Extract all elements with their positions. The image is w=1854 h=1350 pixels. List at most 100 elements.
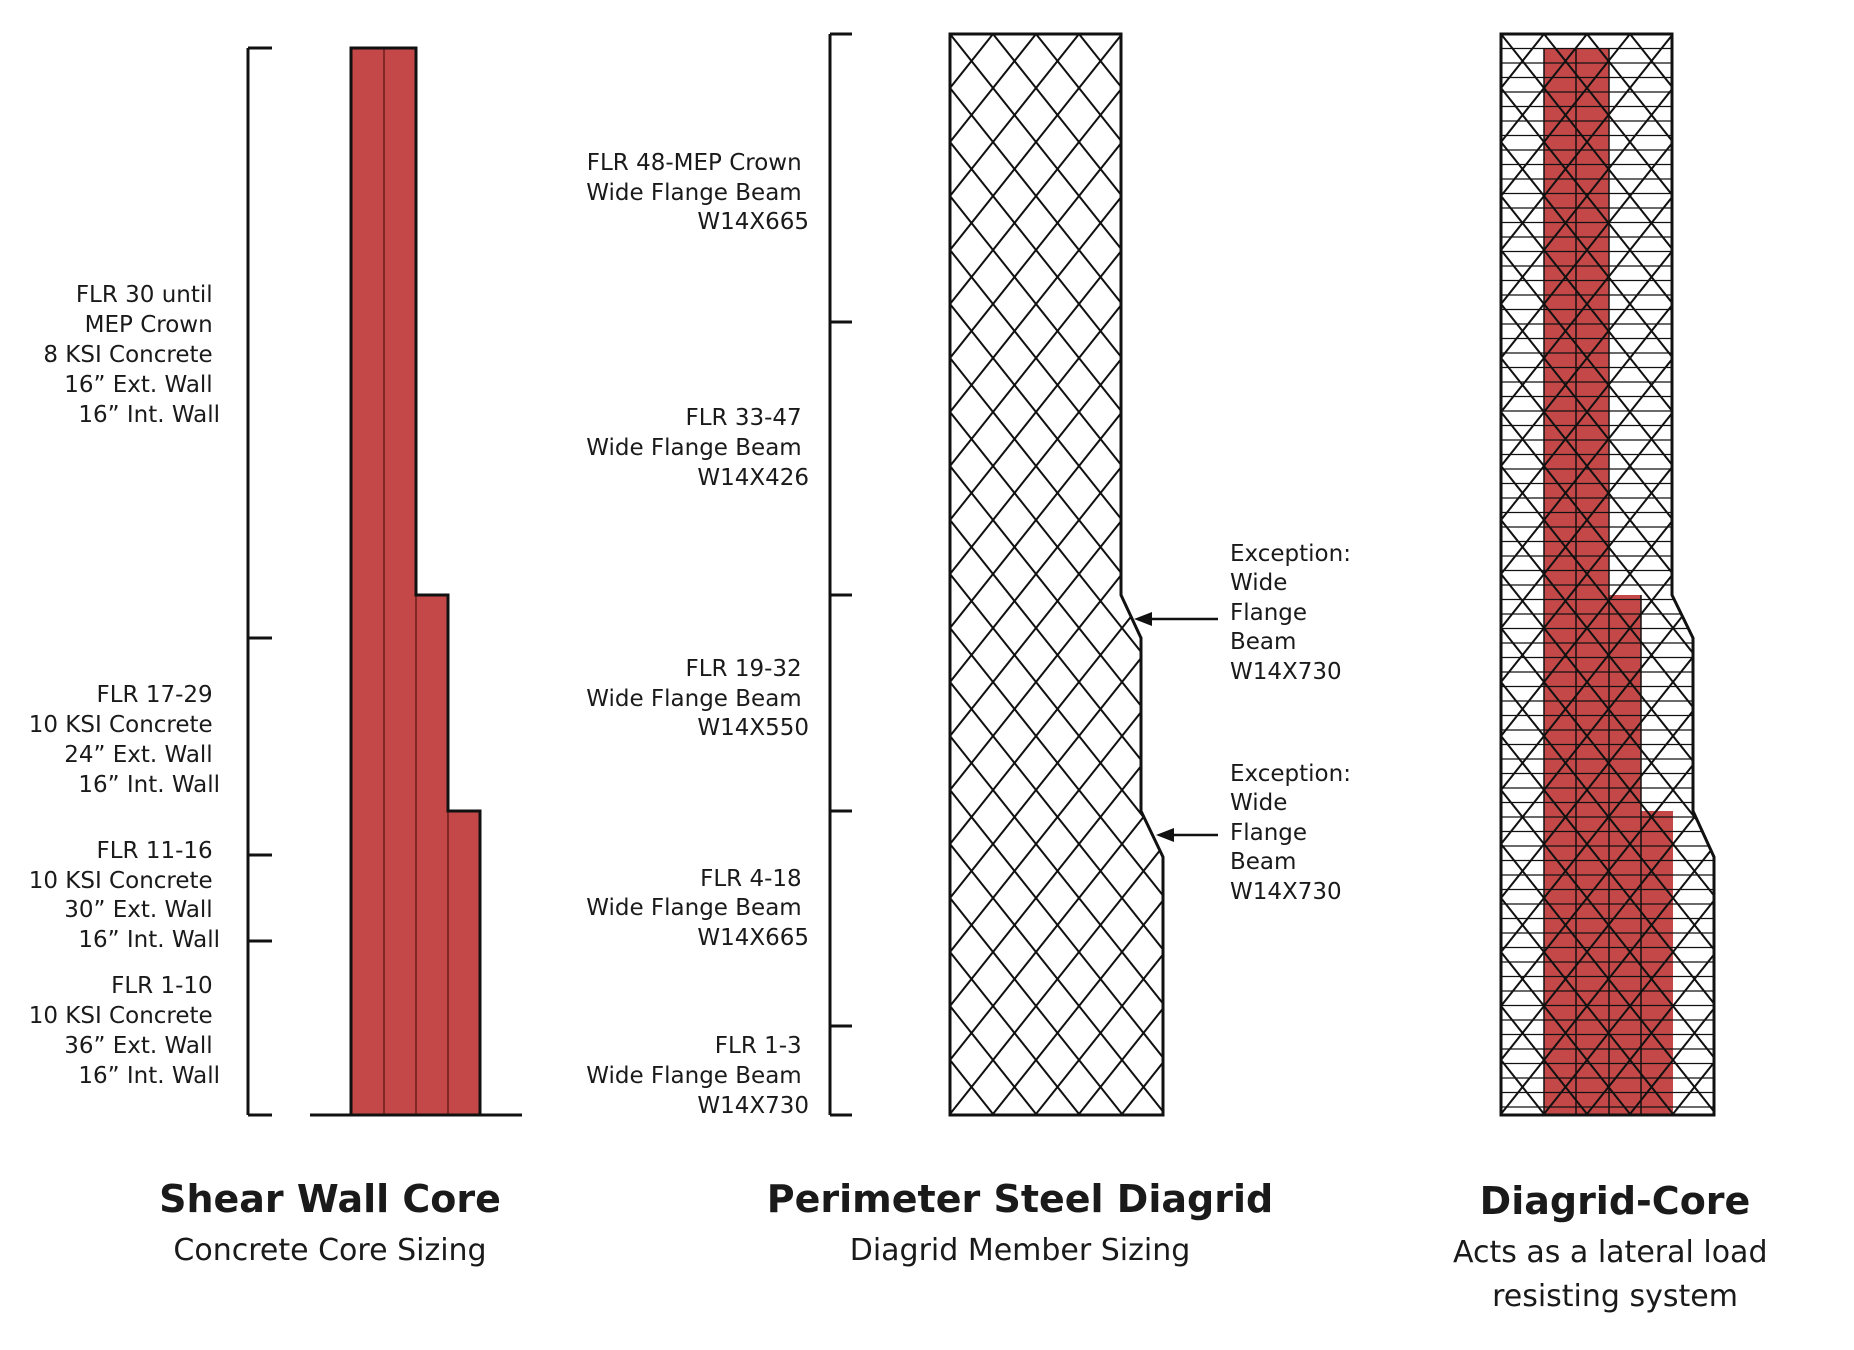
diagrid-member bbox=[1501, 34, 1714, 1115]
diagrid-member bbox=[1810, 34, 1854, 1115]
diagrid-core-body bbox=[0, 34, 1854, 1115]
diagrid-core-walls bbox=[1543, 48, 1642, 1115]
diagrid-member bbox=[0, 34, 39, 1115]
diagrid-member bbox=[1207, 34, 1854, 1115]
diagrid-core-panel: Diagrid-Core Acts as a lateral load resi… bbox=[0, 32, 1854, 1314]
diagrid-member bbox=[0, 34, 4, 1115]
diagrid-member bbox=[1501, 34, 1714, 1115]
diagrid-member bbox=[1672, 34, 1714, 1115]
diagrid-member bbox=[1501, 34, 1714, 1115]
diagrid-member bbox=[1680, 34, 1854, 1115]
diagrid-member bbox=[1501, 34, 1714, 1115]
diagrid-member bbox=[1758, 34, 1854, 1115]
diagrid-member bbox=[950, 34, 1163, 1115]
diagrid-member bbox=[1809, 34, 1854, 1115]
diagrid-core-outline bbox=[1499, 32, 1716, 1117]
diagrid-outline bbox=[948, 32, 1165, 1117]
diagrid-member bbox=[1501, 34, 1714, 1115]
diagrid-member bbox=[1501, 34, 1545, 1115]
diagrid-member bbox=[950, 34, 1163, 1115]
diagrid-member bbox=[1501, 34, 1714, 1115]
diagrid-member bbox=[1723, 34, 1854, 1115]
diagrid-member bbox=[1715, 34, 1854, 1115]
diagrid-member bbox=[1501, 34, 1675, 1115]
diagrid-member bbox=[1501, 34, 1714, 1115]
exception-arrow-lower bbox=[1156, 828, 1218, 842]
diagrid-member bbox=[1501, 34, 1714, 1115]
diagrid-member bbox=[426, 34, 1287, 1115]
diagrid-member bbox=[950, 34, 1163, 1115]
diagrid-member bbox=[1035, 34, 1163, 1115]
exception-label-lower: Exception: Wide Flange Beam W14X730 bbox=[1230, 761, 1358, 905]
diagrid-label-flr33: FLR 33-47 Wide Flange Beam W14X426 bbox=[586, 405, 809, 491]
diagrid-member bbox=[1501, 34, 1588, 1115]
diagrid-member bbox=[1501, 34, 1714, 1115]
perimeter-diagrid-panel: FLR 48-MEP Crown Wide Flange Beam W14X66… bbox=[0, 32, 1854, 1268]
diagrid-member bbox=[1501, 34, 1714, 1115]
diagrid-member bbox=[0, 34, 82, 1115]
diagrid-member bbox=[0, 34, 90, 1115]
diagrid-member bbox=[1844, 34, 1854, 1115]
diagrid-title: Perimeter Steel Diagrid bbox=[767, 1177, 1273, 1221]
diagrid-member bbox=[0, 34, 5, 1115]
diagrid-member bbox=[0, 34, 47, 1115]
diagrid-member bbox=[1078, 34, 1163, 1115]
diagrid-member bbox=[1681, 34, 1854, 1115]
diagrid-member bbox=[382, 34, 1243, 1115]
diagrid-member bbox=[383, 34, 1244, 1115]
diagrid-member bbox=[1542, 34, 1714, 1115]
diagrid-label-flr1: FLR 1-3 Wide Flange Beam W14X730 bbox=[586, 1033, 809, 1119]
diagrid-member bbox=[1501, 34, 1674, 1115]
exception-arrow-upper bbox=[1134, 612, 1218, 626]
diagrid-member bbox=[1501, 34, 1714, 1115]
diagrid-member bbox=[950, 34, 1124, 1115]
diagrid-core-subtitle: Acts as a lateral load resisting system bbox=[1453, 1235, 1777, 1314]
diagrid-member bbox=[950, 34, 1163, 1115]
diagrid-member bbox=[950, 34, 1163, 1115]
diagrid-member bbox=[1501, 34, 1714, 1115]
diagrid-member bbox=[950, 34, 1163, 1115]
diagrid-member bbox=[1724, 34, 1854, 1115]
diagrid-label-flr19: FLR 19-32 Wide Flange Beam W14X550 bbox=[586, 656, 809, 741]
diagrid-member bbox=[1671, 34, 1714, 1115]
diagrid-member bbox=[1208, 34, 1854, 1115]
diagrid-member bbox=[0, 34, 91, 1115]
shear-wall-core-panel: FLR 30 until MEP Crown 8 KSI Concrete 16… bbox=[29, 46, 522, 1268]
diagrid-member bbox=[1501, 34, 1714, 1115]
diagrid-member bbox=[1501, 34, 1714, 1115]
diagrid-label-flr4: FLR 4-18 Wide Flange Beam W14X665 bbox=[586, 866, 809, 951]
shear-wall-bracket bbox=[246, 46, 272, 1117]
diagrid-member bbox=[950, 34, 1163, 1115]
diagrid-member bbox=[1501, 34, 1714, 1115]
diagrid-member bbox=[1767, 34, 1854, 1115]
diagrid-member bbox=[1501, 34, 1714, 1115]
diagrid-member bbox=[125, 34, 986, 1115]
diagrid-bracket bbox=[828, 32, 852, 1117]
diagrid-core-title: Diagrid-Core bbox=[1480, 1179, 1751, 1223]
diagrid-member bbox=[1501, 34, 1714, 1115]
diagrid-member bbox=[1766, 34, 1854, 1115]
diagrid-member bbox=[1802, 34, 1854, 1115]
diagrid-member bbox=[1845, 34, 1854, 1115]
diagrid-member bbox=[950, 34, 1163, 1115]
shear-wall-core-outline bbox=[349, 46, 482, 1115]
diagrid-member bbox=[425, 34, 1286, 1115]
shear-wall-label-flr1: FLR 1-10 10 KSI Concrete 36” Ext. Wall 1… bbox=[29, 973, 220, 1089]
diagrid-member bbox=[950, 34, 1163, 1115]
diagrid-member bbox=[1034, 34, 1163, 1115]
diagrid-member bbox=[1501, 34, 1714, 1115]
shear-wall-label-flr17: FLR 17-29 10 KSI Concrete 24” Ext. Wall … bbox=[29, 682, 220, 798]
diagrid-member bbox=[950, 34, 1163, 1115]
diagrid-member bbox=[1501, 34, 1546, 1115]
diagrid-member bbox=[950, 34, 1163, 1115]
diagrid-member bbox=[1801, 34, 1854, 1115]
exception-label-upper: Exception: Wide Flange Beam W14X730 bbox=[1230, 541, 1358, 685]
diagrid-member bbox=[1501, 34, 1714, 1115]
diagrid-member bbox=[950, 34, 1163, 1115]
diagrid-mesh bbox=[0, 34, 1854, 1115]
diagrid-member bbox=[950, 34, 1163, 1115]
diagrid-member bbox=[1716, 34, 1854, 1115]
diagrid-member bbox=[991, 34, 1163, 1115]
diagrid-member bbox=[1501, 34, 1714, 1115]
